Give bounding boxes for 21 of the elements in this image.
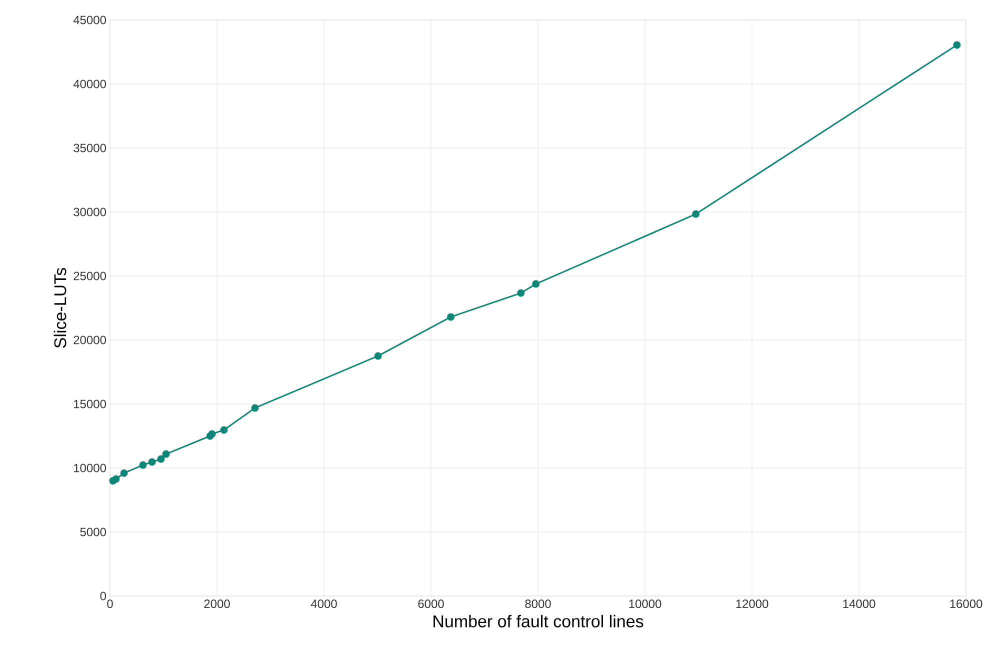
y-tick-label: 35000	[74, 144, 106, 152]
y-tick-label: 5000	[80, 528, 106, 536]
y-tick-label: 15000	[74, 400, 106, 408]
y-tick-label: 30000	[74, 208, 106, 216]
x-tick-label: 6000	[418, 600, 444, 608]
x-axis-title: Number of fault control lines	[434, 614, 644, 628]
y-tick-label: 45000	[73, 16, 106, 24]
x-tick-label: 4000	[310, 600, 337, 608]
x-tick-label: 16000	[950, 600, 982, 608]
y-tick-label: 25000	[74, 272, 106, 280]
x-tick-label: 2000	[204, 600, 230, 608]
x-tick-label: 8000	[525, 600, 551, 608]
x-tick-label: 14000	[843, 600, 876, 608]
x-tick-label: 10000	[629, 600, 662, 608]
x-tick-label: 12000	[736, 600, 768, 608]
y-tick-label: 0	[100, 592, 106, 600]
y-tick-label: 40000	[73, 80, 106, 88]
y-tick-label: 20000	[74, 336, 106, 344]
x-tick-label: 0	[107, 600, 113, 608]
y-tick-label: 10000	[74, 464, 106, 472]
y-axis-title: Slice-LUTs	[54, 268, 66, 348]
